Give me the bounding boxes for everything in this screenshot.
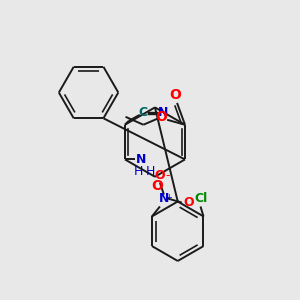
Text: O: O bbox=[154, 169, 165, 182]
Text: +: + bbox=[165, 193, 172, 202]
Text: N: N bbox=[158, 106, 169, 119]
Text: N: N bbox=[159, 192, 169, 205]
Text: O: O bbox=[183, 196, 194, 209]
Text: N: N bbox=[136, 153, 146, 166]
Text: O: O bbox=[169, 88, 181, 102]
Text: O: O bbox=[155, 110, 167, 124]
Text: C: C bbox=[138, 106, 147, 119]
Text: H: H bbox=[134, 165, 143, 178]
Text: -: - bbox=[166, 169, 170, 182]
Text: H: H bbox=[146, 165, 155, 178]
Text: Cl: Cl bbox=[194, 192, 207, 205]
Text: O: O bbox=[151, 179, 163, 193]
